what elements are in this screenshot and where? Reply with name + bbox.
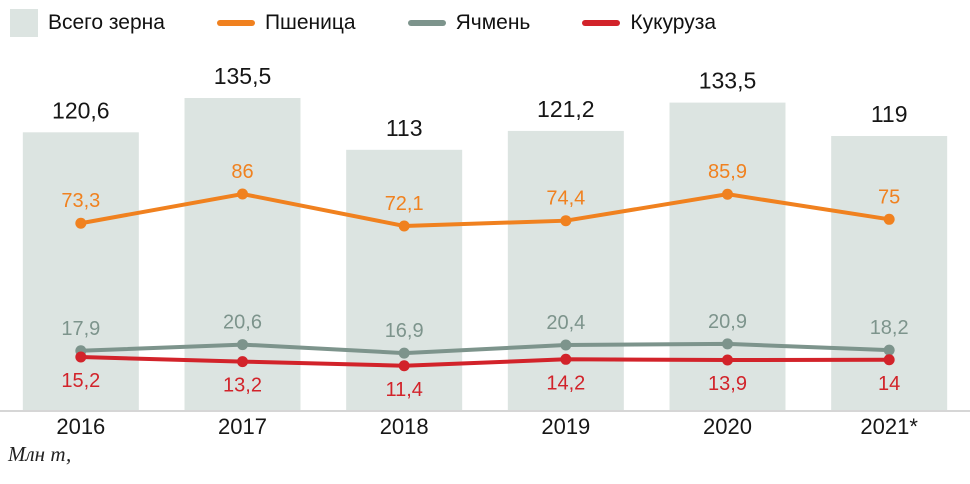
point-wheat-2016 (75, 217, 87, 229)
bar-2019 (507, 130, 624, 410)
point-value-label-corn-2016: 15,2 (61, 370, 100, 392)
x-tick-label-2018: 2018 (380, 414, 429, 438)
x-tick-label-2017: 2017 (218, 414, 267, 438)
legend-label-corn: Кукуруза (630, 11, 717, 34)
wheat-swatch (216, 20, 255, 26)
line-corn (78, 355, 892, 368)
point-barley-2019 (560, 339, 572, 351)
point-value-label-barley-2016: 17,9 (61, 318, 100, 340)
legend-item-corn: Кукуруза (582, 11, 716, 35)
point-value-label-wheat-2018: 72,1 (385, 193, 424, 215)
legend-item-barley: Ячмень (407, 11, 531, 35)
x-tick-label-2019: 2019 (541, 414, 590, 438)
point-value-label-corn-2017: 13,2 (223, 375, 262, 397)
unit-label: Млн т, (8, 442, 72, 466)
corn-swatch (582, 20, 621, 26)
point-corn-2021* (883, 354, 895, 366)
legend: Всего зерна Пшеница Ячмень Кукуруза (0, 0, 970, 38)
x-tick-label-2020: 2020 (703, 414, 752, 438)
bar-2016 (22, 132, 139, 411)
legend-label-total: Всего зерна (48, 11, 165, 34)
point-corn-2016 (75, 351, 87, 363)
bar-value-label-2021*: 119 (871, 101, 908, 127)
point-value-label-corn-2019: 14,2 (546, 372, 585, 394)
point-wheat-2020 (722, 188, 733, 200)
chart-canvas: 120,6 135,5 113 121,2 133,5 119 73,3 86 72,1 74,4… (0, 63, 970, 438)
barley-swatch (407, 20, 446, 26)
bar-value-label-2018: 113 (386, 115, 423, 141)
point-wheat-2019 (560, 215, 572, 227)
line-barley (78, 341, 892, 356)
point-barley-2021* (883, 344, 895, 356)
point-wheat-2017 (237, 188, 248, 200)
point-corn-2019 (560, 353, 572, 365)
legend-label-barley: Ячмень (455, 11, 531, 34)
x-tick-label-2021*: 2021* (860, 414, 918, 438)
total-swatch (10, 9, 38, 37)
point-value-label-wheat-2019: 74,4 (546, 188, 585, 210)
point-value-label-barley-2019: 20,4 (546, 312, 585, 334)
point-value-label-barley-2017: 20,6 (223, 312, 262, 334)
point-corn-2017 (237, 356, 248, 368)
point-value-label-wheat-2021*: 75 (878, 186, 900, 208)
point-barley-2017 (237, 339, 248, 351)
point-corn-2018 (398, 360, 410, 372)
bar-value-label-2017: 135,5 (214, 63, 272, 89)
legend-item-wheat: Пшеница (216, 11, 356, 35)
point-wheat-2021* (883, 213, 895, 225)
bar-value-label-2019: 121,2 (537, 96, 595, 122)
bar-2021* (831, 135, 948, 410)
point-value-label-wheat-2016: 73,3 (61, 190, 100, 212)
line-wheat (78, 191, 892, 228)
point-value-label-wheat-2017: 86 (231, 161, 253, 183)
point-barley-2020 (722, 338, 733, 350)
point-value-label-barley-2020: 20,9 (708, 311, 747, 333)
x-tick-label-2016: 2016 (56, 414, 105, 438)
grain-production-chart: 120,6 135,5 113 121,2 133,5 119 73,3 86 72,1 74,4… (0, 38, 970, 438)
point-value-label-corn-2018: 11,4 (385, 379, 422, 401)
legend-item-total: Всего зерна (10, 9, 165, 37)
point-value-label-corn-2020: 13,9 (708, 373, 747, 395)
point-value-label-barley-2021*: 18,2 (870, 317, 909, 339)
legend-label-wheat: Пшеница (264, 11, 356, 34)
point-value-label-corn-2021*: 14 (878, 373, 900, 395)
point-barley-2018 (398, 347, 410, 359)
point-wheat-2018 (398, 220, 410, 232)
bar-value-label-2020: 133,5 (699, 68, 757, 94)
point-value-label-barley-2018: 16,9 (385, 320, 424, 342)
point-value-label-wheat-2020: 85,9 (708, 161, 747, 183)
point-corn-2020 (722, 354, 733, 366)
bar-value-label-2016: 120,6 (52, 97, 110, 123)
